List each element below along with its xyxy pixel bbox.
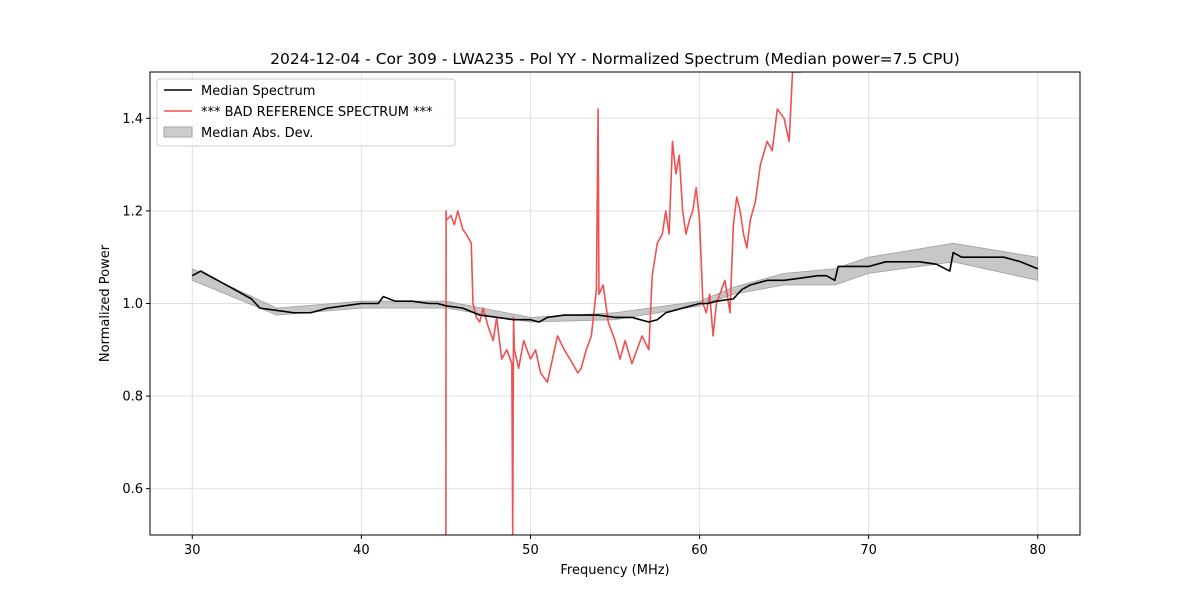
- x-tick-label: 40: [353, 543, 370, 558]
- plot-area: 30 40 50 60 70 80 0.6 0.8 1.0 1.2 1.4: [122, 71, 1081, 558]
- legend: Median Spectrum *** BAD REFERENCE SPECTR…: [156, 78, 456, 147]
- chart-title: 2024-12-04 - Cor 309 - LWA235 - Pol YY -…: [270, 50, 960, 68]
- legend-box: [156, 78, 456, 147]
- grid-lines: [150, 72, 1080, 535]
- y-tick-label: 0.6: [122, 482, 143, 497]
- bad-reference-spectrum-line: [445, 72, 801, 535]
- x-tick-label: 50: [522, 543, 539, 558]
- x-tick-label: 80: [1029, 543, 1046, 558]
- y-tick-label: 1.4: [122, 112, 143, 127]
- axis-ticks: 30 40 50 60 70 80 0.6 0.8 1.0 1.2 1.4: [122, 112, 1046, 558]
- data-layer: [191, 72, 1039, 535]
- legend-label-mad: Median Abs. Dev.: [201, 126, 313, 141]
- y-tick-label: 1.2: [122, 204, 143, 219]
- y-axis-label: Normalized Power: [98, 244, 113, 362]
- y-tick-label: 1.0: [122, 297, 143, 312]
- x-axis-label: Frequency (MHz): [560, 563, 669, 578]
- x-tick-label: 30: [184, 543, 201, 558]
- y-tick-label: 0.8: [122, 390, 143, 405]
- legend-label-median: Median Spectrum: [201, 84, 315, 99]
- legend-label-bad-reference: *** BAD REFERENCE SPECTRUM ***: [201, 105, 433, 120]
- median-spectrum-line: [191, 251, 1039, 323]
- x-tick-label: 60: [691, 543, 708, 558]
- x-tick-label: 70: [860, 543, 877, 558]
- legend-swatch-mad: [163, 126, 193, 138]
